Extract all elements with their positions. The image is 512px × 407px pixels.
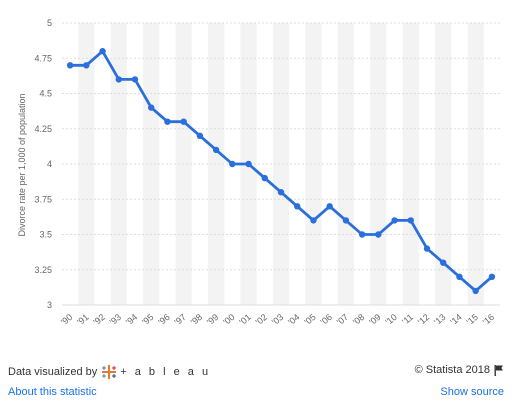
data-point	[358, 231, 366, 238]
x-tick-label: '11	[400, 312, 415, 327]
y-tick-label: 3.75	[34, 194, 52, 204]
column-band	[305, 23, 322, 305]
x-tick-label: '10	[383, 312, 398, 327]
data-point	[180, 118, 187, 125]
about-this-statistic-link[interactable]: About this statistic	[8, 386, 97, 398]
data-point	[196, 132, 204, 139]
data-point	[423, 245, 431, 252]
data-point	[66, 62, 74, 69]
x-axis-ticks: '90'91'92'93'94'95'96'97'98'99'00'01'02 '…	[59, 312, 496, 327]
tableau-wordmark: + a b l e a u	[120, 366, 211, 378]
data-point	[83, 62, 90, 69]
data-point	[326, 203, 333, 210]
y-tick-label: 3	[47, 300, 52, 310]
x-tick-label: '02	[254, 312, 269, 327]
x-tick-label: '12	[416, 312, 431, 327]
x-tick-label: '95	[140, 312, 155, 327]
column-band	[272, 23, 290, 305]
data-point	[440, 259, 447, 266]
x-tick-label: '13	[432, 312, 447, 327]
y-tick-label: 4.75	[34, 53, 52, 63]
copyright-text: © Statista 2018	[414, 364, 490, 376]
data-point	[277, 189, 285, 196]
x-tick-label: '03	[270, 312, 285, 327]
data-point	[261, 174, 268, 182]
data-point	[375, 231, 382, 238]
x-tick-label: '05	[302, 312, 317, 327]
data-point	[212, 146, 220, 154]
data-point	[310, 217, 317, 224]
x-tick-label: '96	[156, 312, 171, 327]
y-tick-label: 4.5	[39, 89, 52, 99]
column-band	[208, 23, 225, 305]
show-source-link[interactable]: Show source	[440, 386, 504, 398]
y-tick-label: 3.5	[39, 230, 52, 240]
x-tick-label: '92	[91, 312, 106, 327]
flag-icon[interactable]	[494, 364, 504, 376]
column-band	[337, 23, 354, 305]
copyright-notice: © Statista 2018	[415, 364, 504, 376]
x-tick-label: '15	[465, 312, 480, 327]
x-tick-label: '93	[108, 312, 123, 327]
x-tick-label: '90	[59, 312, 74, 327]
y-axis-ticks: 3 3.25 3.5 3.75 4 4.25 4.5 4.75 5	[34, 18, 52, 310]
data-point	[407, 217, 414, 224]
x-tick-label: '14	[448, 312, 463, 327]
x-tick-label: '97	[173, 312, 188, 327]
data-point	[148, 104, 155, 111]
x-tick-label: '94	[124, 312, 139, 327]
y-tick-label: 5	[47, 18, 52, 28]
y-tick-label: 4	[47, 159, 52, 169]
x-tick-label: '99	[205, 312, 220, 327]
x-tick-label: '00	[221, 312, 236, 327]
x-tick-label: '91	[75, 312, 90, 327]
data-point	[245, 160, 252, 168]
data-point	[488, 273, 496, 280]
y-tick-label: 3.25	[34, 265, 52, 275]
data-point	[391, 217, 398, 224]
visualized-by: Data visualized by + a b l e a u	[8, 364, 211, 380]
data-point	[99, 48, 106, 55]
tableau-logo-icon	[102, 365, 117, 379]
x-tick-label: '08	[351, 312, 366, 327]
y-tick-label: 4.25	[34, 124, 52, 134]
data-point	[342, 217, 350, 224]
data-point	[456, 273, 463, 280]
data-point	[472, 287, 479, 295]
x-tick-label: '16	[481, 312, 496, 327]
series-line	[66, 48, 496, 295]
data-point	[229, 160, 236, 168]
horizontal-gridlines	[62, 22, 500, 306]
data-point	[115, 76, 122, 83]
data-point	[294, 203, 301, 210]
y-axis-label: Divorce rate per 1,000 of population	[17, 93, 27, 236]
x-tick-label: '06	[319, 312, 334, 327]
data-point	[164, 118, 171, 125]
visualized-by-label: Data visualized by	[8, 366, 98, 378]
x-tick-label: '01	[237, 312, 252, 327]
x-tick-label: '04	[286, 312, 301, 327]
data-point	[131, 76, 139, 83]
x-tick-label: '09	[367, 312, 382, 327]
x-tick-label: '98	[189, 312, 204, 327]
tableau-logo[interactable]: + a b l e a u	[101, 364, 210, 380]
x-tick-label: '07	[335, 312, 350, 327]
